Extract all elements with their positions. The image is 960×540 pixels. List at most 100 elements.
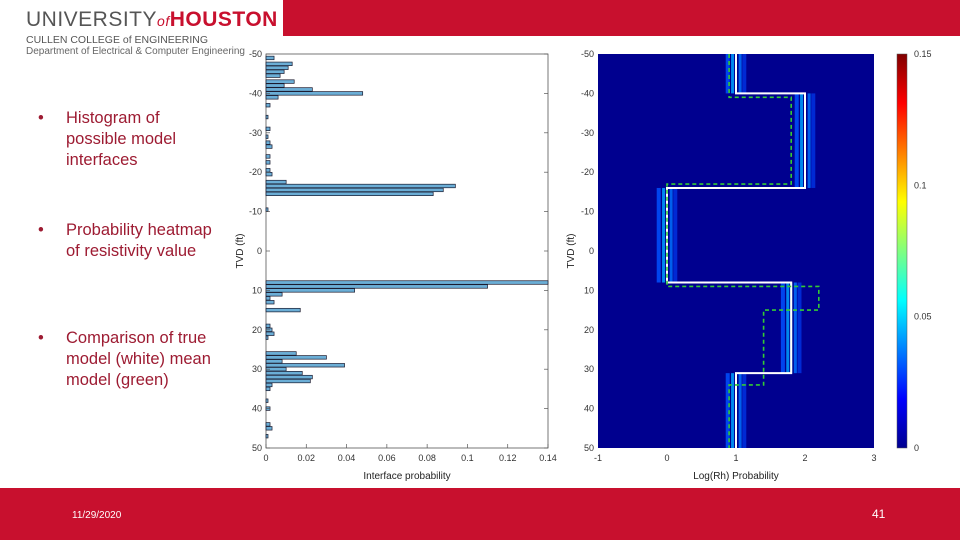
bullet-item: • Probability heatmap of resistivity val… xyxy=(38,220,216,262)
histogram-ytick-label: 30 xyxy=(252,364,262,374)
heatmap-xtick-label: 2 xyxy=(802,453,807,463)
histogram-bar xyxy=(265,292,283,297)
bullet-text: Histogram of possible model interfaces xyxy=(66,109,177,169)
heatmap-cell xyxy=(725,54,730,94)
histogram-bar xyxy=(265,363,345,368)
histogram-bar xyxy=(265,374,313,380)
histogram-bar xyxy=(265,288,355,293)
heatmap-ylabel: TVD (ft) xyxy=(566,234,577,269)
page-number: 41 xyxy=(872,507,886,521)
heatmap-ytick-label: 30 xyxy=(584,364,594,374)
histogram-ylabel: TVD (ft) xyxy=(235,234,246,269)
heatmap-cell xyxy=(786,282,790,374)
histogram-bar xyxy=(265,61,293,66)
histogram-bar xyxy=(265,187,444,193)
heatmap-cell xyxy=(725,373,730,448)
histogram-plot-area xyxy=(265,53,549,449)
footer-bar: 11/29/2020 41 xyxy=(0,488,960,540)
histogram-bar xyxy=(265,114,269,120)
histogram-bar xyxy=(265,91,364,96)
histogram-bar xyxy=(265,382,273,388)
logo-of-text: of xyxy=(157,13,170,29)
logo-college-text: CULLEN COLLEGE of ENGINEERING xyxy=(26,34,209,46)
histogram-bar xyxy=(265,331,275,336)
logo-houston-text: HOUSTON xyxy=(169,8,278,31)
heatmap-cell xyxy=(731,373,735,448)
histogram-bar xyxy=(265,134,269,139)
histogram-bar xyxy=(265,140,271,145)
heatmap-xtick-label: 0 xyxy=(664,453,669,463)
heatmap-ytick-label: -20 xyxy=(581,167,594,177)
heatmap-cell xyxy=(669,187,673,283)
histogram-bar xyxy=(265,87,313,92)
histogram-bar xyxy=(265,172,273,177)
histogram-bar xyxy=(265,355,327,360)
histogram-bar xyxy=(265,168,271,173)
histogram-bar xyxy=(265,83,285,88)
heatmap-cell xyxy=(673,187,678,283)
colorbar-tick-label: 0.1 xyxy=(914,180,927,190)
heatmap-ytick-label: 40 xyxy=(584,404,594,414)
logo-university-text: UNIVERSITY xyxy=(26,8,158,31)
heatmap-ytick-label: 20 xyxy=(584,325,594,335)
mean-model-line xyxy=(666,54,820,448)
logo-wordmark: UNIVERSITYofHOUSTON xyxy=(26,8,278,32)
histogram-bar xyxy=(265,69,285,74)
histogram-ytick-label: -20 xyxy=(249,167,262,177)
bullet-dot-icon: • xyxy=(38,221,44,239)
histogram-ytick-label: 50 xyxy=(252,443,262,453)
histogram-bar xyxy=(265,398,269,403)
heatmap-cell xyxy=(731,54,735,94)
heatmap-ytick-label: 10 xyxy=(584,285,594,295)
histogram-ytick-label: 40 xyxy=(252,404,262,414)
histogram-bar xyxy=(265,323,271,328)
histogram-bar xyxy=(265,95,279,100)
histogram-bar xyxy=(265,284,488,289)
heatmap-cell xyxy=(800,93,804,188)
heatmap-cell xyxy=(811,93,816,188)
heatmap-cell xyxy=(797,282,802,374)
colorbar-tick-label: 0 xyxy=(914,443,919,453)
heatmap-cell xyxy=(656,187,661,283)
heatmap-cell xyxy=(742,54,747,94)
histogram-xtick-label: 0.02 xyxy=(298,453,316,463)
histogram-bar xyxy=(265,422,271,427)
heatmap-cell xyxy=(807,93,811,188)
histogram-bar xyxy=(265,154,271,159)
histogram-bar xyxy=(265,73,281,78)
logo-department-text: Department of Electrical & Computer Engi… xyxy=(26,46,245,57)
histogram-ytick-label: 0 xyxy=(257,246,262,256)
histogram-bar xyxy=(265,103,271,108)
heatmap-cell xyxy=(742,373,747,448)
heatmap-cell xyxy=(738,373,742,448)
bullet-text: Comparison of true model (white) mean mo… xyxy=(66,329,211,389)
histogram-bar xyxy=(265,79,295,84)
histogram-ytick-label: -30 xyxy=(249,128,262,138)
histogram-bar xyxy=(265,160,271,165)
heatmap-ytick-label: -50 xyxy=(581,49,594,59)
bullet-dot-icon: • xyxy=(38,329,44,347)
histogram-bar xyxy=(265,434,269,439)
histogram-xtick-label: 0 xyxy=(263,453,268,463)
histogram-bar xyxy=(265,359,283,364)
bullet-dot-icon: • xyxy=(38,109,44,127)
histogram-bar xyxy=(265,351,297,356)
university-logo: UNIVERSITYofHOUSTON CULLEN COLLEGE of EN… xyxy=(26,8,278,57)
histogram-bar xyxy=(265,65,289,70)
histogram-bar xyxy=(265,426,273,431)
heatmap-xtick-label: -1 xyxy=(594,453,602,463)
heatmap-ytick-label: 50 xyxy=(584,443,594,453)
histogram-bar xyxy=(265,55,275,61)
histogram-ytick-label: -50 xyxy=(249,49,262,59)
heatmap-ytick-label: -10 xyxy=(581,207,594,217)
histogram-bar xyxy=(265,371,303,376)
histogram-bar xyxy=(265,207,269,212)
heatmap-cell xyxy=(738,54,742,94)
histogram-ytick-label: 10 xyxy=(252,285,262,295)
heatmap-ytick-label: 0 xyxy=(589,246,594,256)
histogram-bar xyxy=(265,386,271,392)
colorbar-tick-label: 0.05 xyxy=(914,312,932,322)
histogram-xtick-label: 0.08 xyxy=(418,453,436,463)
histogram-xtick-label: 0.06 xyxy=(378,453,396,463)
